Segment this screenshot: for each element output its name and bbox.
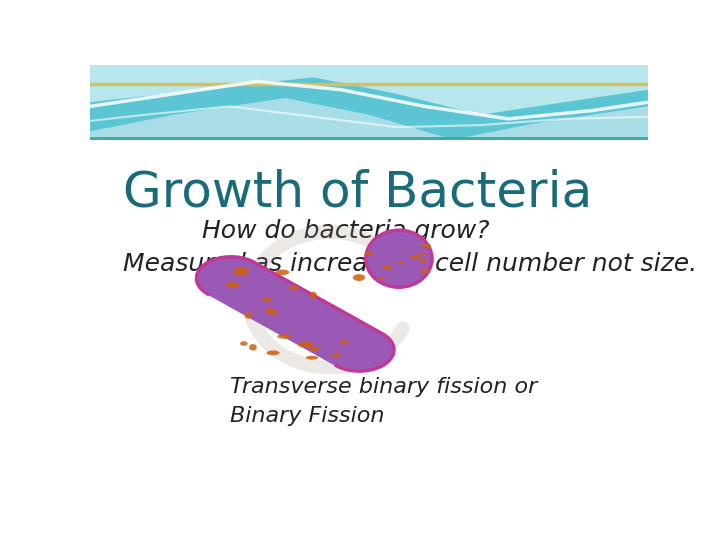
Ellipse shape — [410, 255, 420, 259]
Ellipse shape — [420, 259, 427, 263]
Ellipse shape — [240, 341, 248, 346]
Ellipse shape — [268, 310, 279, 315]
Ellipse shape — [366, 230, 432, 287]
Ellipse shape — [382, 265, 392, 269]
Ellipse shape — [366, 252, 373, 255]
Ellipse shape — [276, 269, 289, 275]
Ellipse shape — [378, 277, 385, 280]
Polygon shape — [197, 257, 394, 371]
Text: Growth of Bacteria: Growth of Bacteria — [124, 168, 593, 217]
Ellipse shape — [418, 253, 426, 255]
Ellipse shape — [266, 350, 279, 355]
Ellipse shape — [310, 292, 317, 299]
Ellipse shape — [266, 308, 274, 314]
Ellipse shape — [298, 341, 314, 348]
Ellipse shape — [331, 353, 341, 357]
Ellipse shape — [226, 282, 239, 288]
Text: Transverse binary fission or
Binary Fission: Transverse binary fission or Binary Fiss… — [230, 377, 536, 426]
Text: How do bacteria grow?: How do bacteria grow? — [202, 219, 489, 242]
Ellipse shape — [397, 261, 403, 264]
Ellipse shape — [306, 356, 318, 360]
Polygon shape — [90, 65, 648, 140]
Ellipse shape — [353, 274, 365, 281]
Polygon shape — [90, 65, 648, 140]
Text: Measured as increase in cell number not size.: Measured as increase in cell number not … — [124, 252, 698, 276]
Ellipse shape — [233, 269, 248, 275]
Ellipse shape — [310, 347, 320, 351]
Ellipse shape — [235, 267, 249, 271]
Ellipse shape — [289, 285, 298, 291]
Ellipse shape — [340, 340, 349, 344]
Ellipse shape — [249, 344, 257, 350]
Ellipse shape — [277, 334, 292, 339]
Polygon shape — [90, 65, 648, 114]
Ellipse shape — [245, 312, 252, 319]
Ellipse shape — [421, 244, 431, 248]
Ellipse shape — [420, 268, 429, 273]
Ellipse shape — [262, 297, 272, 302]
